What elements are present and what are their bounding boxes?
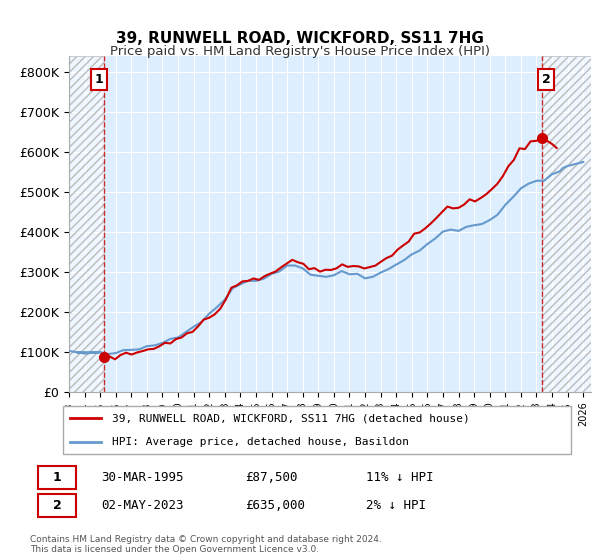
Text: 30-MAR-1995: 30-MAR-1995 [101, 471, 184, 484]
Text: Price paid vs. HM Land Registry's House Price Index (HPI): Price paid vs. HM Land Registry's House … [110, 45, 490, 58]
Text: 2% ↓ HPI: 2% ↓ HPI [366, 499, 426, 512]
Text: 2: 2 [542, 73, 551, 86]
Text: HPI: Average price, detached house, Basildon: HPI: Average price, detached house, Basi… [112, 436, 409, 446]
FancyBboxPatch shape [62, 406, 571, 454]
Text: 02-MAY-2023: 02-MAY-2023 [101, 499, 184, 512]
Text: 11% ↓ HPI: 11% ↓ HPI [366, 471, 434, 484]
Text: 1: 1 [95, 73, 104, 86]
Text: 2: 2 [53, 499, 61, 512]
Text: Contains HM Land Registry data © Crown copyright and database right 2024.
This d: Contains HM Land Registry data © Crown c… [30, 535, 382, 554]
FancyBboxPatch shape [38, 494, 76, 517]
Text: 1: 1 [53, 471, 61, 484]
Text: £635,000: £635,000 [245, 499, 305, 512]
Text: 39, RUNWELL ROAD, WICKFORD, SS11 7HG (detached house): 39, RUNWELL ROAD, WICKFORD, SS11 7HG (de… [112, 413, 469, 423]
FancyBboxPatch shape [38, 466, 76, 489]
Text: £87,500: £87,500 [245, 471, 298, 484]
Text: 39, RUNWELL ROAD, WICKFORD, SS11 7HG: 39, RUNWELL ROAD, WICKFORD, SS11 7HG [116, 31, 484, 46]
